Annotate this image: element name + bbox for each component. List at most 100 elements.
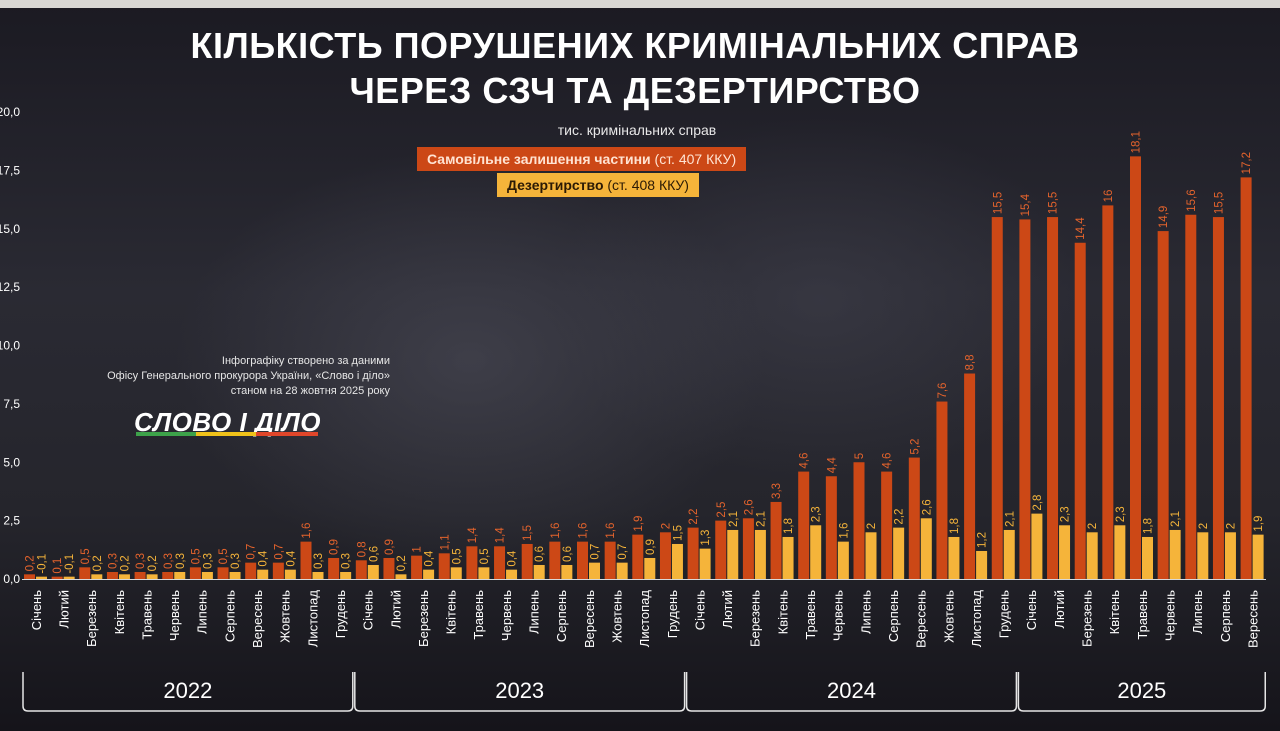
data-label-desertion: 0,3 [202,553,214,569]
bar-desertion [782,536,794,579]
data-label-szch: 8,8 [965,355,977,371]
data-label-desertion: 1,2 [977,532,989,548]
bar-szch [632,534,644,579]
y-tick-label: 12,5 [0,280,20,294]
bar-szch [24,574,35,579]
data-label-szch: 1,4 [467,527,479,544]
data-label-desertion: 2,8 [1032,495,1044,511]
bar-desertion [727,529,739,579]
bar-szch [272,562,284,579]
data-label-desertion: 2,6 [921,499,933,515]
bar-desertion [146,574,158,579]
data-label-szch: 1,5 [522,525,534,541]
bar-szch [825,476,837,579]
data-label-desertion: 0,4 [424,550,436,567]
x-tick-label-month: Травень [139,590,154,640]
bar-desertion [1197,532,1209,579]
bar-szch [245,562,257,579]
x-tick-label-month: Лютий [388,590,403,628]
bar-szch [217,567,229,579]
data-label-szch: 15,5 [992,192,1004,214]
data-label-szch: 4,4 [826,457,838,474]
y-tick-label: 17,5 [0,163,20,177]
data-label-szch: 0,8 [356,541,368,557]
bar-szch [79,567,91,579]
data-label-desertion: 2,3 [811,506,823,522]
bar-desertion [423,569,435,579]
bar-desertion [1114,525,1126,579]
legend-szch-label: Самовільне залишення частини [427,151,651,167]
data-label-desertion: -0,1 [64,554,76,574]
top-strip [0,0,1280,8]
bar-desertion [367,564,379,579]
bar-szch [300,541,312,579]
data-label-szch: 5,2 [909,439,921,455]
data-label-szch: 0,5 [80,548,92,564]
bar-desertion [229,571,241,579]
bar-desertion [589,562,600,579]
data-label-desertion: 1,8 [949,518,961,534]
x-tick-label-month: Жовтень [609,590,624,643]
x-tick-label-month: Січень [29,590,44,630]
bar-desertion [450,567,462,579]
bar-desertion [893,527,905,579]
data-label-desertion: 1,5 [672,525,684,541]
x-tick-label-month: Березень [84,590,99,647]
bar-szch [383,557,395,579]
x-tick-label-month: Вересень [914,590,929,648]
bar-desertion [340,571,352,579]
bar-szch [1074,242,1086,579]
bar-szch [881,471,893,579]
source-line-2: Офісу Генерального прокурора України, «С… [107,370,390,382]
data-label-desertion: 0,3 [175,553,187,569]
x-tick-label-month: Квітень [444,590,459,635]
year-bracket [354,672,686,712]
bar-szch [687,527,699,579]
x-tick-label-month: Лютий [56,590,71,628]
data-label-szch: 0,9 [384,539,396,555]
data-label-desertion: 1,9 [1253,516,1265,532]
bar-desertion [920,518,932,579]
bar-szch [411,555,423,579]
x-tick-label-month: Грудень [333,590,348,638]
data-label-desertion: 2,3 [1115,506,1127,522]
x-tick-label-month: Травень [1135,590,1150,640]
data-label-desertion: 0,4 [507,550,519,567]
x-tick-label-month: Листопад [969,590,984,648]
bar-szch [1157,231,1169,579]
data-label-desertion: 1,3 [700,530,712,546]
year-label: 2022 [163,678,212,703]
bar-szch [1047,217,1059,579]
bar-desertion [36,576,47,579]
bar-desertion [976,550,988,579]
data-label-desertion: 0,2 [396,555,408,571]
bar-szch [577,541,588,579]
x-tick-label-month: Серпень [554,590,569,642]
x-tick-label-month: Серпень [222,590,237,642]
x-tick-label-month: Січень [1024,590,1039,630]
data-label-szch: 15,6 [1186,189,1198,211]
source-line-1: Інфографіку створено за даними [221,355,390,367]
y-tick-label: 20,0 [0,105,20,119]
bar-szch [1130,156,1141,580]
bar-szch [1019,219,1031,579]
chart-title-line-2: ЧЕРЕЗ СЗЧ ТА ДЕЗЕРТИРСТВО [349,70,921,111]
data-label-szch: 1,4 [495,527,507,544]
data-label-desertion: 1,8 [783,518,795,534]
data-label-desertion: 0,6 [368,546,380,562]
bar-szch [1240,177,1252,579]
data-label-desertion: 0,6 [562,546,574,562]
data-label-desertion: 0,3 [230,553,242,569]
data-label-szch: 2 [660,523,672,529]
x-tick-label-month: Березень [1080,590,1095,647]
bar-desertion [865,532,877,579]
data-label-szch: 14,9 [1158,206,1170,228]
year-bracket [685,672,1018,712]
data-label-desertion: 0,7 [590,544,602,560]
y-tick-label: 2,5 [3,514,20,528]
data-label-szch: 1,6 [578,523,590,539]
bar-desertion [395,574,407,579]
legend-szch-article: (ст. 407 ККУ) [654,151,737,167]
bar-desertion [754,529,766,579]
x-tick-label-month: Березень [748,590,763,647]
